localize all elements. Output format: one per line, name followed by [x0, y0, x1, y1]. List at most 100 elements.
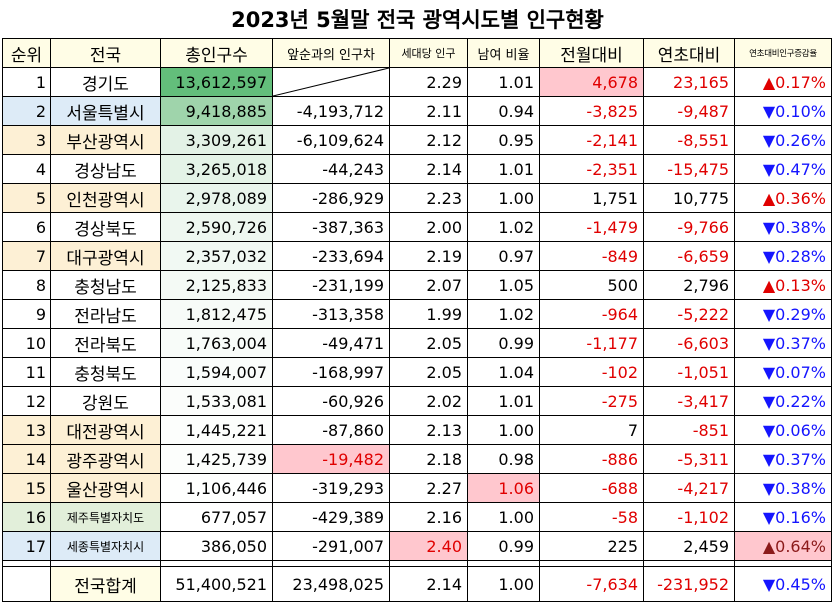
mom-cell: 1,751 — [539, 183, 644, 213]
population-cell: 386,050 — [160, 531, 273, 561]
total-diff: 23,498,025 — [272, 566, 390, 602]
rank-cell: 15 — [2, 473, 51, 503]
total-label: 전국합계 — [50, 566, 161, 602]
region-cell: 전라남도 — [50, 299, 161, 329]
diagonal-line — [273, 68, 389, 96]
mom-cell: -886 — [539, 444, 644, 474]
ytd-rate-cell: ▼0.10% — [734, 96, 832, 126]
sex-ratio-cell: 1.00 — [467, 415, 540, 445]
rank-cell: 6 — [2, 212, 51, 242]
region-cell: 서울특별시 — [50, 96, 161, 126]
region-cell: 울산광역시 — [50, 473, 161, 503]
mom-cell: -2,141 — [539, 125, 644, 155]
household-cell: 2.07 — [389, 270, 468, 300]
household-cell: 2.40 — [389, 531, 468, 561]
ytd-cell: -851 — [643, 415, 735, 445]
diff-cell: -168,997 — [272, 357, 390, 387]
household-cell: 1.99 — [389, 299, 468, 329]
ytd-rate-cell: ▲0.17% — [734, 67, 832, 97]
ytd-rate-cell: ▼0.38% — [734, 212, 832, 242]
ytd-cell: -15,475 — [643, 154, 735, 184]
region-cell: 광주광역시 — [50, 444, 161, 474]
rank-cell: 16 — [2, 502, 51, 532]
diff-cell: -429,389 — [272, 502, 390, 532]
ytd-rate-cell: ▼0.26% — [734, 125, 832, 155]
ytd-cell: -5,311 — [643, 444, 735, 474]
table-row: 5 인천광역시 2,978,089 -286,929 2.23 1.00 1,751 10,7… — [2, 183, 832, 213]
region-cell: 경상남도 — [50, 154, 161, 184]
diff-cell: -19,482 — [272, 444, 390, 474]
sex-ratio-cell: 1.02 — [467, 299, 540, 329]
ytd-rate-cell: ▼0.47% — [734, 154, 832, 184]
mom-cell: -102 — [539, 357, 644, 387]
total-row: 전국합계 51,400,521 23,498,025 2.14 1.00 -7,… — [2, 566, 832, 602]
ytd-cell: -4,217 — [643, 473, 735, 503]
rank-cell: 5 — [2, 183, 51, 213]
household-cell: 2.00 — [389, 212, 468, 242]
population-table: 순위 전국 총인구수 앞순과의 인구차 세대당 인구 남여 비율 전월대비 연초… — [2, 38, 832, 602]
table-row: 4 경상남도 3,265,018 -44,243 2.14 1.01 -2,351 -15,4… — [2, 154, 832, 184]
mom-cell: 4,678 — [539, 67, 644, 97]
region-cell: 강원도 — [50, 386, 161, 416]
population-cell: 1,812,475 — [160, 299, 273, 329]
household-cell: 2.19 — [389, 241, 468, 271]
ytd-cell: 2,459 — [643, 531, 735, 561]
table-row: 2 서울특별시 9,418,885 -4,193,712 2.11 0.94 -3,825-… — [2, 96, 832, 126]
rank-cell: 17 — [2, 531, 51, 561]
population-cell: 2,125,833 — [160, 270, 273, 300]
rank-cell: 13 — [2, 415, 51, 445]
rank-cell: 14 — [2, 444, 51, 474]
household-cell: 2.18 — [389, 444, 468, 474]
population-cell: 677,057 — [160, 502, 273, 532]
table-row: 1 경기도 13,612,597 2.29 1.01 4,678 23,165 ▲0.17% — [2, 67, 832, 97]
table-row: 6 경상북도 2,590,726 -387,363 2.00 1.02 -1,479 -9,7… — [2, 212, 832, 242]
population-cell: 3,309,261 — [160, 125, 273, 155]
region-cell: 인천광역시 — [50, 183, 161, 213]
ytd-rate-cell: ▼0.38% — [734, 473, 832, 503]
region-cell: 전라북도 — [50, 328, 161, 358]
diff-cell: -231,199 — [272, 270, 390, 300]
region-cell: 부산광역시 — [50, 125, 161, 155]
mom-cell: -3,825 — [539, 96, 644, 126]
household-cell: 2.14 — [389, 154, 468, 184]
header-diff: 앞순과의 인구차 — [272, 38, 390, 68]
sex-ratio-cell: 1.04 — [467, 357, 540, 387]
table-row: 3 부산광역시 3,309,261 -6,109,624 2.12 0.95 -2,141-… — [2, 125, 832, 155]
ytd-rate-cell: ▼0.37% — [734, 444, 832, 474]
mom-cell: -2,351 — [539, 154, 644, 184]
sex-ratio-cell: 1.01 — [467, 154, 540, 184]
region-cell: 충청남도 — [50, 270, 161, 300]
diff-cell: -49,471 — [272, 328, 390, 358]
mom-cell: -1,479 — [539, 212, 644, 242]
rank-cell: 2 — [2, 96, 51, 126]
total-population: 51,400,521 — [160, 566, 273, 602]
total-ytd-rate: ▼0.45% — [734, 566, 832, 602]
rank-cell: 9 — [2, 299, 51, 329]
ytd-rate-cell: ▼0.28% — [734, 241, 832, 271]
ytd-rate-cell: ▼0.37% — [734, 328, 832, 358]
sex-ratio-cell: 1.01 — [467, 67, 540, 97]
table-row: 14 광주광역시 1,425,739 -19,482 2.18 0.98 -886 -5,31… — [2, 444, 832, 474]
mom-cell: -688 — [539, 473, 644, 503]
ytd-cell: 10,775 — [643, 183, 735, 213]
household-cell: 2.16 — [389, 502, 468, 532]
population-cell: 13,612,597 — [160, 67, 273, 97]
header-household: 세대당 인구 — [389, 38, 468, 68]
page-title: 2023년 5월말 전국 광역시도별 인구현황 — [231, 8, 604, 32]
ytd-rate-cell: ▼0.29% — [734, 299, 832, 329]
sex-ratio-cell: 1.06 — [467, 473, 540, 503]
population-cell: 1,763,004 — [160, 328, 273, 358]
diff-cell: -387,363 — [272, 212, 390, 242]
table-row: 13 대전광역시 1,445,221 -87,860 2.13 1.00 7 -851 ▼0.0… — [2, 415, 832, 445]
diff-cell — [272, 67, 390, 97]
mom-cell: -964 — [539, 299, 644, 329]
ytd-cell: -5,222 — [643, 299, 735, 329]
rank-cell: 8 — [2, 270, 51, 300]
rank-cell: 1 — [2, 67, 51, 97]
ytd-rate-cell: ▼0.06% — [734, 415, 832, 445]
ytd-cell: -3,417 — [643, 386, 735, 416]
table-row: 15 울산광역시 1,106,446 -319,293 2.27 1.06 -688 -4,2… — [2, 473, 832, 503]
table-row: 9 전라남도 1,812,475 -313,358 1.99 1.02 -964 -5,222… — [2, 299, 832, 329]
total-sex-ratio: 1.00 — [467, 566, 540, 602]
sex-ratio-cell: 0.97 — [467, 241, 540, 271]
